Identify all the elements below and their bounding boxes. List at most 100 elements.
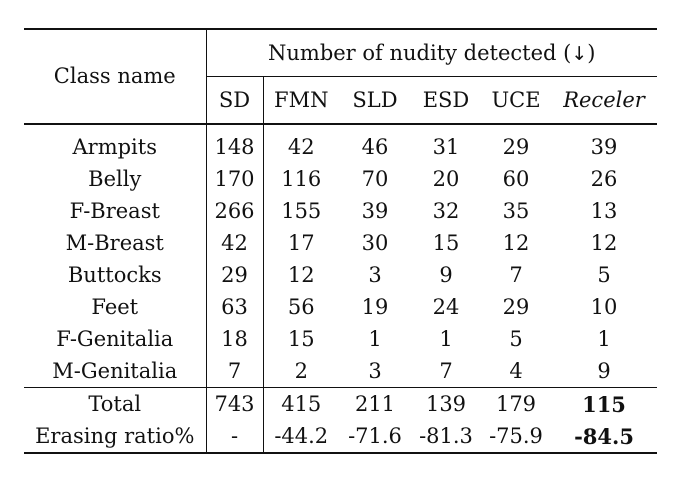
cell-sd: - — [206, 420, 264, 453]
row-label: Feet — [24, 291, 207, 323]
cell-sd: 7 — [206, 355, 264, 388]
column-header-sd: SD — [206, 76, 264, 124]
row-label: F-Breast — [24, 195, 207, 227]
cell-receler: 5 — [597, 262, 611, 287]
table-row: F-Genitalia 18 15 1 1 5 1 — [24, 323, 657, 355]
header-row-group: Class name Number of nudity detected (↓) — [24, 29, 657, 124]
cell-sld: -71.6 — [348, 423, 402, 448]
cell-esd: 1 — [439, 326, 453, 351]
spacer-cell — [339, 124, 411, 131]
cell-sld: 1 — [368, 326, 382, 351]
cell-sd: 743 — [206, 387, 264, 420]
cell-uce: 7 — [509, 262, 523, 287]
cell-receler: 115 — [582, 391, 626, 417]
cell-receler: 1 — [597, 326, 611, 351]
nudity-detection-table: Class name Number of nudity detected (↓)… — [24, 28, 657, 454]
spacer-cell — [481, 124, 551, 131]
column-header-receler: Receler — [563, 87, 645, 112]
cell-uce: 29 — [502, 134, 530, 159]
cell-sd: 42 — [206, 227, 264, 259]
cell-fmn: 155 — [281, 198, 322, 223]
table-row: M-Genitalia 7 2 3 7 4 9 — [24, 355, 657, 388]
cell-uce: 60 — [502, 166, 530, 191]
spacer-cell — [24, 124, 207, 131]
cell-uce: 4 — [509, 358, 523, 383]
cell-fmn: 17 — [287, 230, 315, 255]
cell-fmn: 15 — [287, 326, 315, 351]
total-row: Total 743 415 211 139 179 115 — [24, 387, 657, 420]
cell-esd: 139 — [425, 391, 467, 416]
cell-sld: 3 — [368, 262, 382, 287]
erasing-ratio-row: Erasing ratio% - -44.2 -71.6 -81.3 -75.9… — [24, 420, 657, 453]
cell-fmn: 12 — [287, 262, 315, 287]
cell-sld: 19 — [361, 294, 389, 319]
cell-sd: 18 — [206, 323, 264, 355]
column-header-esd: ESD — [422, 87, 470, 112]
cell-esd: 7 — [439, 358, 453, 383]
table-row: F-Breast 266 155 39 32 35 13 — [24, 195, 657, 227]
cell-esd: 31 — [432, 134, 460, 159]
cell-receler: -84.5 — [574, 423, 634, 449]
cell-sd: 170 — [206, 163, 264, 195]
cell-sld: 70 — [361, 166, 389, 191]
cell-receler: 13 — [590, 198, 618, 223]
cell-sd: 148 — [206, 131, 264, 163]
row-label: M-Genitalia — [24, 355, 207, 388]
row-header-cell: Class name — [24, 29, 207, 124]
cell-sld: 3 — [368, 358, 382, 383]
cell-sd: 266 — [206, 195, 264, 227]
cell-sld: 39 — [361, 198, 389, 223]
group-header-cell: Number of nudity detected (↓) — [206, 29, 657, 77]
cell-fmn: 2 — [294, 358, 308, 383]
row-label: F-Genitalia — [24, 323, 207, 355]
table-row: M-Breast 42 17 30 15 12 12 — [24, 227, 657, 259]
cell-sld: 46 — [361, 134, 389, 159]
cell-esd: -81.3 — [419, 423, 473, 448]
row-label: M-Breast — [24, 227, 207, 259]
cell-esd: 24 — [432, 294, 460, 319]
cell-esd: 15 — [432, 230, 460, 255]
cell-uce: 179 — [495, 391, 537, 416]
group-header-close: ) — [587, 40, 596, 65]
column-header-sld: SLD — [352, 87, 398, 112]
column-header-uce: UCE — [491, 87, 541, 112]
row-label: Total — [24, 387, 207, 420]
cell-fmn: -44.2 — [274, 423, 329, 448]
cell-esd: 20 — [432, 166, 460, 191]
cell-sd: 29 — [206, 259, 264, 291]
row-label: Buttocks — [24, 259, 207, 291]
cell-sld: 211 — [354, 391, 396, 416]
table-row: Belly 170 116 70 20 60 26 — [24, 163, 657, 195]
table-row: Armpits 148 42 46 31 29 39 — [24, 131, 657, 163]
cell-uce: 35 — [502, 198, 530, 223]
down-arrow-icon: ↓ — [571, 42, 588, 65]
cell-receler: 12 — [590, 230, 618, 255]
table-row: Buttocks 29 12 3 9 7 5 — [24, 259, 657, 291]
spacer-cell — [411, 124, 481, 131]
spacer-row — [24, 124, 657, 131]
row-header-label: Class name — [53, 64, 176, 88]
column-header-row: SD FMN SLD ESD UCE Receler — [24, 76, 657, 124]
cell-uce: 12 — [502, 230, 530, 255]
spacer-cell — [551, 124, 657, 131]
row-label: Belly — [24, 163, 207, 195]
cell-fmn: 56 — [287, 294, 315, 319]
cell-uce: -75.9 — [489, 423, 543, 448]
row-label: Erasing ratio% — [24, 420, 207, 453]
cell-receler: 26 — [590, 166, 618, 191]
column-header-fmn: FMN — [274, 87, 329, 112]
cell-sd: 63 — [206, 291, 264, 323]
cell-fmn: 116 — [281, 166, 322, 191]
cell-esd: 32 — [432, 198, 460, 223]
cell-fmn: 415 — [281, 391, 322, 416]
group-header-text: Number of nudity detected ( — [268, 40, 572, 65]
row-label: Armpits — [24, 131, 207, 163]
cell-uce: 5 — [509, 326, 523, 351]
cell-receler: 39 — [590, 134, 618, 159]
cell-esd: 9 — [439, 262, 453, 287]
spacer-cell — [263, 124, 339, 131]
cell-uce: 29 — [502, 294, 530, 319]
cell-receler: 9 — [597, 358, 611, 383]
cell-receler: 10 — [590, 294, 618, 319]
